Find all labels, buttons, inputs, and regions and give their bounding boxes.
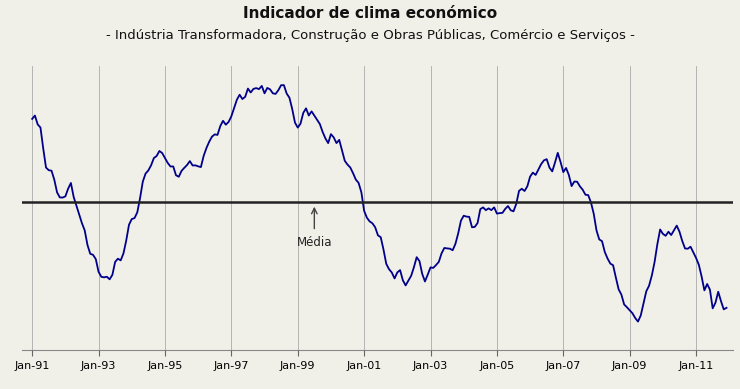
Text: Indicador de clima económico: Indicador de clima económico xyxy=(243,6,497,21)
Text: - Indústria Transformadora, Construção e Obras Públicas, Comércio e Serviços -: - Indústria Transformadora, Construção e… xyxy=(106,29,634,42)
Text: Média: Média xyxy=(297,236,332,249)
